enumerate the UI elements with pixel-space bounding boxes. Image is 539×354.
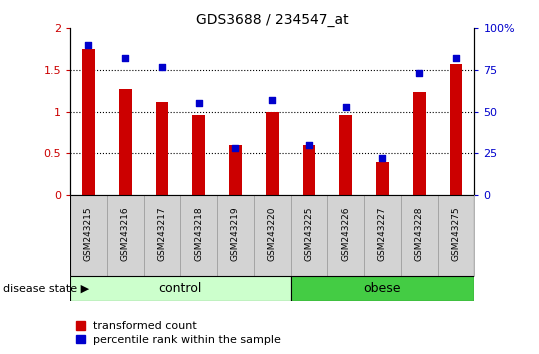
Text: GSM243220: GSM243220 (268, 206, 277, 261)
Text: disease state ▶: disease state ▶ (3, 284, 89, 293)
Point (305, 142, 313, 148)
Bar (119, 89, 132, 195)
Bar (327, 195, 364, 276)
Bar (291, 195, 327, 276)
Bar (254, 195, 291, 276)
Text: control: control (158, 282, 202, 295)
Point (341, 104, 350, 109)
Text: GSM243216: GSM243216 (121, 206, 130, 261)
Text: GSM243217: GSM243217 (157, 206, 167, 261)
Point (157, 64, 166, 69)
Bar (107, 195, 143, 276)
Bar (70, 276, 291, 301)
Text: GSM243219: GSM243219 (231, 206, 240, 261)
Text: GSM243275: GSM243275 (452, 206, 460, 261)
Text: GSM243228: GSM243228 (414, 206, 424, 261)
Bar (413, 92, 426, 195)
Point (378, 155, 387, 161)
Point (121, 56, 129, 61)
Point (452, 56, 460, 61)
Title: GDS3688 / 234547_at: GDS3688 / 234547_at (196, 13, 349, 27)
Bar (143, 195, 181, 276)
Point (195, 101, 203, 106)
Text: GSM243215: GSM243215 (84, 206, 93, 261)
Bar (266, 112, 279, 195)
Text: obese: obese (364, 282, 401, 295)
Point (415, 70, 424, 76)
Bar (401, 195, 438, 276)
Text: GSM243218: GSM243218 (194, 206, 203, 261)
Bar (364, 195, 401, 276)
Bar (217, 195, 254, 276)
Bar (192, 115, 205, 195)
Bar (376, 162, 389, 195)
Bar (82, 49, 95, 195)
Point (231, 145, 240, 151)
Bar (229, 145, 242, 195)
Legend: transformed count, percentile rank within the sample: transformed count, percentile rank withi… (75, 321, 281, 345)
Bar (181, 195, 217, 276)
Point (84, 42, 93, 48)
Bar (438, 195, 474, 276)
Bar (70, 195, 107, 276)
Text: GSM243227: GSM243227 (378, 206, 387, 261)
Bar (156, 102, 168, 195)
Text: GSM243225: GSM243225 (305, 206, 314, 261)
Bar (291, 276, 474, 301)
Point (268, 97, 277, 103)
Bar (450, 64, 462, 195)
Text: GSM243226: GSM243226 (341, 206, 350, 261)
Bar (302, 145, 315, 195)
Bar (339, 115, 352, 195)
